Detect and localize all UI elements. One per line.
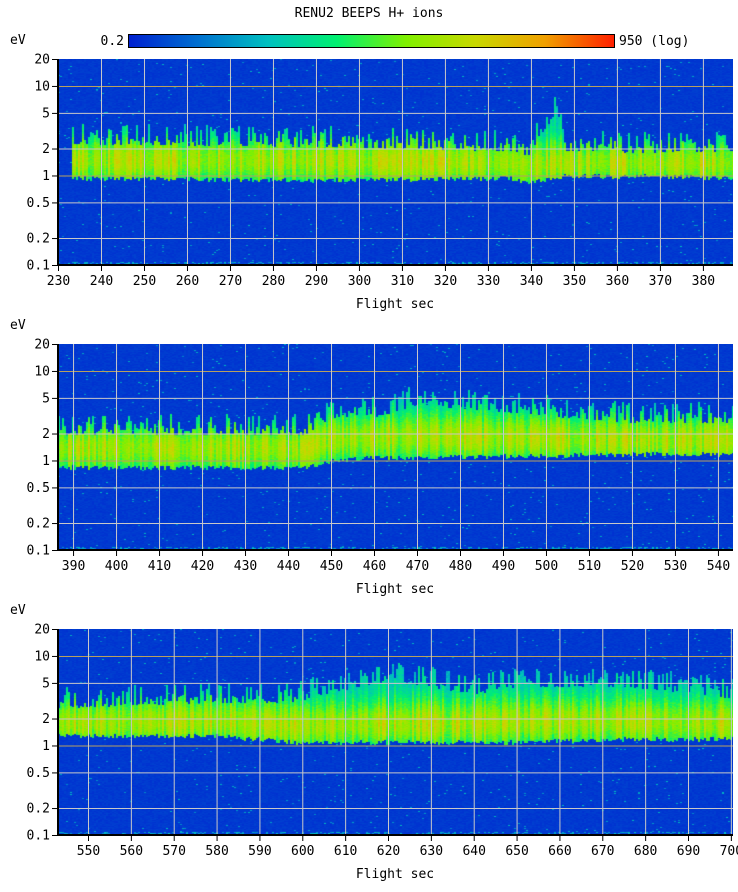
colorbar	[128, 34, 615, 48]
x-tick-label: 480	[449, 559, 472, 574]
y-tick-label: 0.2	[27, 517, 50, 532]
x-tick-label: 460	[363, 559, 386, 574]
x-tick-label: 640	[462, 844, 485, 859]
x-tick-label: 360	[606, 274, 629, 289]
y-tick-label: 1	[42, 739, 50, 754]
plot-area: 20 10 5 2 1 0.5 0.2 0.1 550 560 570 580 590 600 610 620…	[27, 623, 738, 860]
x-tick-label: 440	[277, 559, 300, 574]
spectrogram-panel-2: eV 20 10 5 2 1 0.5 0.2 0.1 390 400 410 420 430 440 450…	[0, 285, 738, 597]
x-tick-label: 690	[677, 844, 700, 859]
x-axis-label: Flight sec	[355, 867, 435, 882]
x-tick-label: 650	[505, 844, 528, 859]
x-tick-label: 680	[634, 844, 657, 859]
y-tick-label: 5	[42, 106, 50, 121]
x-tick-label: 350	[563, 274, 586, 289]
x-tick-label: 400	[105, 559, 128, 574]
x-tick-label: 590	[248, 844, 271, 859]
y-tick-label: 1	[42, 454, 50, 469]
y-tick-label: 20	[34, 623, 50, 638]
axes: 20 10 5 2 1 0.5 0.2 0.1 390 400 410 420 430 440 450 460…	[27, 338, 733, 574]
x-tick-label: 310	[391, 274, 414, 289]
y-tick-label: 0.1	[27, 544, 50, 559]
x-tick-label: 260	[176, 274, 199, 289]
y-tick-label: 0.5	[27, 766, 50, 781]
x-tick-label: 510	[578, 559, 601, 574]
x-tick-label: 580	[205, 844, 228, 859]
x-tick-label: 470	[406, 559, 429, 574]
x-tick-label: 500	[535, 559, 558, 574]
x-axis-label: Flight sec	[355, 582, 435, 597]
y-tick-label: 0.5	[27, 196, 50, 211]
x-tick-label: 430	[234, 559, 257, 574]
x-tick-label: 370	[649, 274, 672, 289]
x-tick-label: 670	[591, 844, 614, 859]
x-tick-label: 660	[548, 844, 571, 859]
x-tick-label: 290	[305, 274, 328, 289]
x-tick-label: 280	[262, 274, 285, 289]
y-tick-label: 2	[42, 712, 50, 727]
colorbar-max-label: 950 (log)	[619, 34, 690, 49]
y-tick-label: 20	[34, 53, 50, 68]
y-tick-label: 20	[34, 338, 50, 353]
x-tick-label: 570	[162, 844, 185, 859]
y-tick-label: 1	[42, 169, 50, 184]
spectrogram-heatmap	[58, 59, 733, 265]
y-tick-label: 0.5	[27, 481, 50, 496]
y-axis-label: eV	[10, 318, 26, 333]
y-tick-label: 2	[42, 142, 50, 157]
x-tick-label: 300	[348, 274, 371, 289]
x-tick-label: 390	[62, 559, 85, 574]
x-tick-label: 410	[148, 559, 171, 574]
spectrogram-heatmap	[58, 629, 733, 835]
y-tick-label: 0.2	[27, 232, 50, 247]
x-tick-label: 490	[492, 559, 515, 574]
x-tick-label: 550	[77, 844, 100, 859]
y-tick-label: 10	[34, 364, 50, 379]
y-tick-label: 5	[42, 391, 50, 406]
spectrogram-panel-1: eV 20 10 5 2 1 0.5 0.2 0.1 230 240 250 260 270 280 290…	[0, 0, 738, 312]
x-axis-label: Flight sec	[355, 297, 435, 312]
y-tick-label: 2	[42, 427, 50, 442]
x-tick-label: 600	[291, 844, 314, 859]
x-tick-label: 330	[477, 274, 500, 289]
axes: 20 10 5 2 1 0.5 0.2 0.1 550 560 570 580 590 600 610 620…	[27, 623, 738, 860]
x-tick-label: 240	[90, 274, 113, 289]
spectrogram-panel-3: eV 20 10 5 2 1 0.5 0.2 0.1 550 560 570 580 590 600 610…	[0, 570, 738, 882]
y-axis-label: eV	[10, 603, 26, 618]
x-tick-label: 540	[707, 559, 730, 574]
plot-area: 20 10 5 2 1 0.5 0.2 0.1 230 240 250 260 270 280 290 300…	[27, 53, 733, 289]
colorbar-min-label: 0.2	[100, 34, 124, 49]
x-tick-label: 630	[420, 844, 443, 859]
y-tick-label: 0.1	[27, 829, 50, 844]
x-tick-label: 700	[720, 844, 738, 859]
x-tick-label: 420	[191, 559, 214, 574]
y-tick-label: 0.2	[27, 802, 50, 817]
x-tick-label: 520	[621, 559, 644, 574]
y-tick-label: 0.1	[27, 259, 50, 274]
y-tick-label: 10	[34, 649, 50, 664]
plot-area: 20 10 5 2 1 0.5 0.2 0.1 390 400 410 420 430 440 450 460…	[27, 338, 733, 574]
x-tick-label: 620	[377, 844, 400, 859]
x-tick-label: 560	[120, 844, 143, 859]
x-tick-label: 530	[664, 559, 687, 574]
y-axis-label: eV	[10, 33, 26, 48]
chart-title: RENU2 BEEPS H+ ions	[294, 6, 444, 21]
x-tick-label: 380	[692, 274, 715, 289]
x-tick-label: 270	[219, 274, 242, 289]
x-tick-label: 610	[334, 844, 357, 859]
x-tick-label: 230	[47, 274, 70, 289]
x-tick-label: 320	[434, 274, 457, 289]
spectrogram-heatmap	[58, 344, 733, 550]
y-tick-label: 5	[42, 676, 50, 691]
x-tick-label: 250	[133, 274, 156, 289]
x-tick-label: 450	[320, 559, 343, 574]
x-tick-label: 340	[520, 274, 543, 289]
y-tick-label: 10	[34, 79, 50, 94]
